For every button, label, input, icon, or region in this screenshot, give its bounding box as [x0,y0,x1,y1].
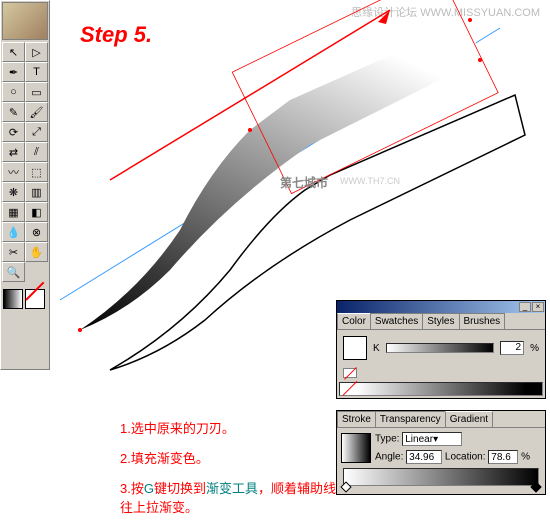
fill-stroke-swatches [1,287,49,311]
gradient-stop-right[interactable] [530,481,541,492]
ramp-none-icon[interactable] [342,383,356,393]
rotate-tool[interactable]: ⟳ [2,122,25,142]
pencil-tool[interactable]: ✎ [2,102,25,122]
type-select[interactable]: Linear ▾ [402,432,462,446]
angle-field[interactable]: 34.96 [406,450,442,464]
blend-tool[interactable]: ⊗ [25,222,48,242]
tab-styles[interactable]: Styles [422,313,459,329]
tab-stroke[interactable]: Stroke [337,411,376,427]
tab-brushes[interactable]: Brushes [459,313,506,329]
color-swatch[interactable] [343,336,367,360]
color-panel-titlebar[interactable]: _ × [337,301,545,313]
gradient-slider[interactable] [343,468,539,486]
warp-tool[interactable]: 〰 [2,162,25,182]
gradient-panel-tabs: Stroke Transparency Gradient [337,411,545,428]
brush-tool[interactable]: 🖌 [25,102,48,122]
color-ramp[interactable] [339,382,543,396]
k-slider[interactable] [386,343,494,353]
anchor-point[interactable] [468,18,472,22]
scissors-tool[interactable]: ✂ [2,242,25,262]
instruction-3: 3.按G键切换到渐变工具，顺着辅助线从下往上拉渐变。 [120,478,370,516]
reflect-tool[interactable]: ⇄ [2,142,25,162]
pen-tool[interactable]: ✒ [2,62,25,82]
hand-tool[interactable]: ✋ [25,242,48,262]
color-panel: _ × Color Swatches Styles Brushes K 2 % [336,300,546,399]
pct-label2: % [521,452,530,463]
fill-swatch[interactable] [3,289,23,309]
location-label: Location: [445,452,486,463]
selection-tool[interactable]: ↖ [2,42,25,62]
anchor-point[interactable] [248,128,252,132]
instruction-1: 1.选中原来的刀刃。 [120,418,235,437]
instruction-2: 2.填充渐变色。 [120,448,209,467]
color-panel-body: K 2 % [337,330,545,366]
anchor-point[interactable] [78,328,82,332]
tab-transparency[interactable]: Transparency [375,411,446,427]
location-field[interactable]: 78.6 [488,450,518,464]
close-icon[interactable]: × [532,302,544,312]
shear-tool[interactable]: ⫽ [25,142,48,162]
eyedropper-tool[interactable]: 💧 [2,222,25,242]
zoom-tool[interactable]: 🔍 [2,262,25,282]
tab-gradient[interactable]: Gradient [445,411,493,427]
tool-panel: ↖ ▷ ✒ T ○ ▭ ✎ 🖌 ⟳ ⤢ ⇄ ⫽ 〰 ⬚ ❋ ▥ ▦ ◧ 💧 ⊗ … [0,0,50,370]
watermark-mid2: WWW.TH7.CN [340,176,400,186]
k-label: K [373,343,380,354]
none-swatch[interactable] [343,368,357,378]
rect-tool[interactable]: ▭ [25,82,48,102]
scale-tool[interactable]: ⤢ [25,122,48,142]
tool-grid: ↖ ▷ ✒ T ○ ▭ ✎ 🖌 ⟳ ⤢ ⇄ ⫽ 〰 ⬚ ❋ ▥ ▦ ◧ 💧 ⊗ … [1,41,49,287]
gradient-panel: Stroke Transparency Gradient Type: Linea… [336,410,546,495]
watermark-mid: 第七城市 [280,174,328,191]
gradient-stop-left[interactable] [340,481,351,492]
type-tool[interactable]: T [25,62,48,82]
k-value[interactable]: 2 [500,341,524,355]
angle-label: Angle: [375,452,403,463]
minimize-icon[interactable]: _ [519,302,531,312]
direct-select-tool[interactable]: ▷ [25,42,48,62]
gradient-tool[interactable]: ◧ [25,202,48,222]
tab-color[interactable]: Color [337,313,371,329]
symbol-tool[interactable]: ❋ [2,182,25,202]
mesh-tool[interactable]: ▦ [2,202,25,222]
color-panel-tabs: Color Swatches Styles Brushes [337,313,545,330]
gradient-preview[interactable] [341,433,371,463]
stroke-swatch[interactable] [25,289,45,309]
type-label: Type: [375,434,399,445]
tab-swatches[interactable]: Swatches [370,313,423,329]
freetransform-tool[interactable]: ⬚ [25,162,48,182]
document-thumbnail [2,2,48,40]
graph-tool[interactable]: ▥ [25,182,48,202]
gradient-panel-body: Type: Linear ▾ Angle: 34.96 Location: 78… [337,428,545,494]
ellipse-tool[interactable]: ○ [2,82,25,102]
pct-label: % [530,343,539,354]
